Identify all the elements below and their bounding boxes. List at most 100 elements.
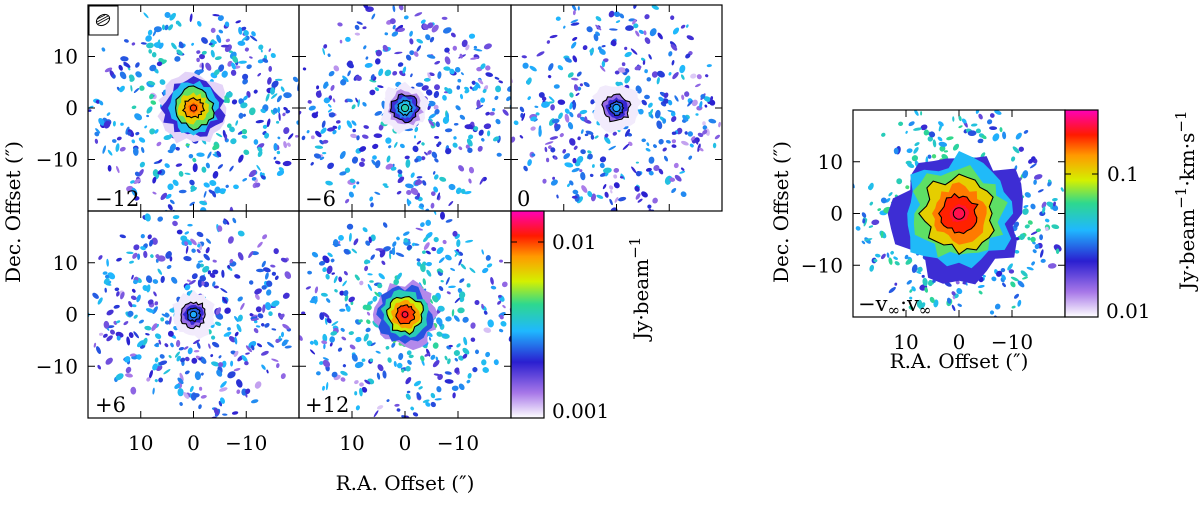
- emission-blob: [130, 85, 133, 92]
- emission-blob: [236, 323, 242, 333]
- emission-blob: [271, 300, 280, 307]
- emission-blob: [439, 211, 446, 220]
- emission-blob: [257, 241, 263, 248]
- emission-blob: [679, 170, 686, 174]
- emission-blob: [390, 166, 397, 171]
- emission-blob: [621, 62, 626, 67]
- emission-blob: [486, 130, 491, 137]
- emission-blob: [489, 111, 495, 116]
- emission-blob: [672, 72, 679, 80]
- emission-blob: [427, 150, 432, 155]
- emission-blob: [93, 342, 97, 348]
- emission-blob: [282, 160, 292, 167]
- emission-blob: [174, 383, 181, 389]
- emission-blob: [115, 143, 120, 152]
- emission-blob: [147, 80, 156, 86]
- emission-blob: [273, 156, 277, 160]
- emission-blob: [339, 308, 346, 312]
- emission-blob: [434, 174, 439, 180]
- emission-blob: [476, 99, 481, 109]
- emission-blob: [906, 279, 912, 285]
- emission-blob: [604, 136, 611, 144]
- emission-blob: [469, 267, 476, 274]
- emission-blob: [991, 276, 997, 282]
- emission-blob: [345, 305, 351, 312]
- emission-blob: [501, 281, 508, 288]
- emission-blob: [405, 183, 414, 189]
- emission-blob: [196, 249, 201, 254]
- emission-blob: [478, 79, 484, 85]
- emission-blob: [706, 64, 712, 68]
- emission-blob: [425, 34, 431, 41]
- emission-blob: [163, 369, 171, 375]
- emission-blob: [542, 178, 547, 184]
- emission-blob: [1013, 221, 1020, 228]
- emission-blob: [688, 155, 693, 160]
- emission-blob: [280, 257, 288, 263]
- emission-blob: [906, 148, 913, 154]
- emission-blob: [920, 111, 923, 116]
- emission-blob: [362, 5, 369, 10]
- emission-blob: [196, 263, 201, 269]
- emission-blob: [88, 105, 94, 109]
- emission-blob: [225, 38, 231, 43]
- velocity-label: +12: [305, 393, 349, 417]
- emission-blob: [430, 392, 436, 399]
- emission-blob: [393, 361, 397, 367]
- emission-blob: [457, 307, 465, 314]
- emission-blob: [423, 242, 430, 251]
- emission-blob: [154, 333, 162, 340]
- emission-blob: [267, 77, 272, 85]
- emission-blob: [123, 39, 129, 43]
- emission-blob: [576, 196, 584, 204]
- emission-blob: [571, 77, 579, 81]
- emission-blob: [264, 323, 270, 328]
- emission-blob: [1022, 170, 1029, 179]
- emission-blob: [1052, 197, 1058, 202]
- emission-blob: [314, 286, 319, 294]
- emission-blob: [957, 303, 962, 307]
- emission-blob: [164, 11, 171, 19]
- emission-blob: [1033, 174, 1043, 180]
- emission-blob: [200, 394, 207, 399]
- emission-blob: [323, 81, 329, 89]
- emission-blob: [535, 112, 540, 116]
- emission-blob: [128, 332, 134, 339]
- emission-blob: [422, 180, 427, 186]
- emission-blob: [496, 152, 502, 157]
- emission-blob: [125, 126, 130, 135]
- emission-blob: [253, 139, 259, 145]
- emission-blob: [431, 151, 438, 159]
- emission-blob: [410, 406, 415, 411]
- emission-peak: [189, 104, 198, 112]
- emission-blob: [369, 358, 374, 363]
- emission-blob: [175, 146, 180, 151]
- emission-blob: [486, 263, 493, 268]
- emission-blob: [222, 413, 228, 416]
- emission-blob: [166, 265, 172, 269]
- emission-blob: [184, 370, 190, 375]
- emission-blob: [332, 125, 338, 129]
- emission-blob: [451, 309, 455, 317]
- emission-blob: [205, 62, 212, 71]
- emission-blob: [645, 147, 651, 152]
- emission-blob: [610, 189, 613, 194]
- emission-blob: [212, 153, 220, 158]
- emission-blob: [937, 136, 943, 142]
- emission-blob: [416, 176, 423, 179]
- emission-blob: [359, 382, 364, 387]
- emission-blob: [608, 145, 617, 151]
- emission-blob: [638, 29, 644, 34]
- emission-blob: [216, 150, 222, 158]
- emission-blob: [649, 28, 657, 37]
- emission-blob: [485, 65, 491, 71]
- emission-blob: [374, 110, 383, 116]
- emission-blob: [523, 165, 528, 172]
- moment0-colorbar: 0.1 0.01 Jy·beam−1·km·s−1: [1064, 109, 1199, 323]
- emission-blob: [520, 112, 524, 118]
- emission-blob: [436, 331, 443, 337]
- emission-blob: [896, 178, 903, 185]
- emission-blob: [238, 112, 244, 119]
- emission-blob: [442, 116, 450, 124]
